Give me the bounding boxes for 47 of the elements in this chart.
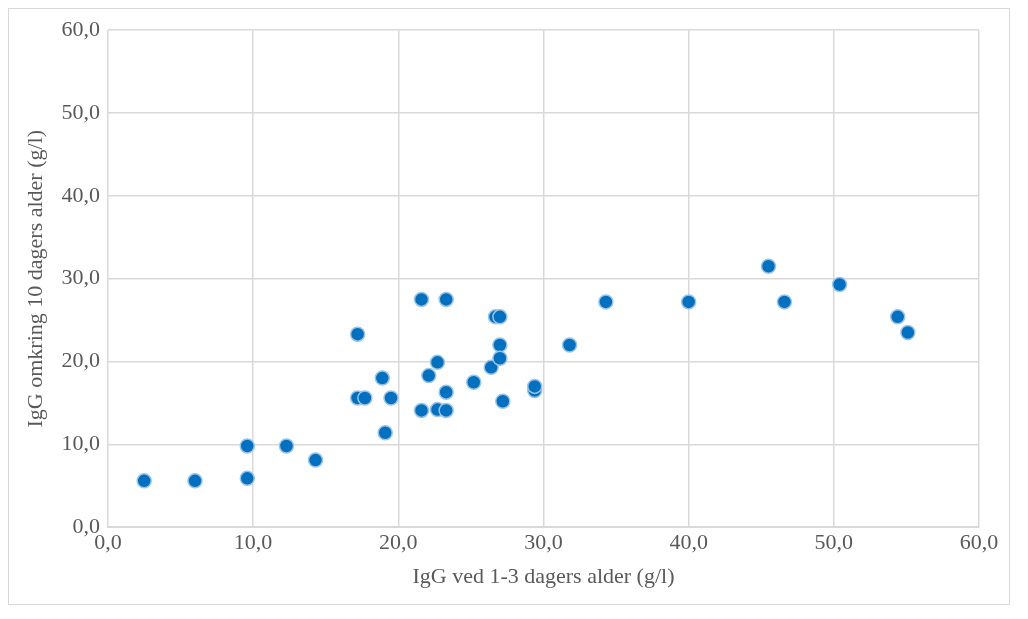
point: [421, 367, 437, 384]
x-tick-label: 40,0: [669, 529, 708, 555]
point: [349, 326, 366, 342]
point: [492, 309, 508, 325]
point: [187, 473, 203, 489]
point: [889, 309, 906, 325]
point: [438, 402, 454, 419]
point: [239, 470, 256, 487]
point: [760, 258, 777, 275]
point: [495, 393, 511, 410]
x-tick-label: 60,0: [959, 529, 999, 555]
point: [483, 359, 499, 376]
point: [383, 390, 399, 406]
point: [492, 337, 508, 353]
point: [239, 438, 256, 454]
point: [598, 294, 614, 310]
point: [438, 384, 454, 400]
point: [413, 402, 430, 419]
y-tick-label: 40,0: [61, 181, 100, 207]
point: [377, 425, 393, 441]
y-tick-label: 30,0: [61, 264, 100, 290]
point: [492, 350, 508, 366]
point: [776, 294, 793, 310]
point: [357, 390, 373, 406]
point: [526, 378, 543, 395]
point: [831, 276, 848, 293]
point: [900, 324, 916, 341]
y-tick-label: 60,0: [61, 15, 100, 41]
point: [278, 438, 295, 454]
point: [374, 370, 391, 386]
x-tick-label: 10,0: [233, 529, 273, 555]
point: [680, 294, 697, 310]
point: [413, 291, 430, 308]
x-tick-label: 20,0: [379, 529, 418, 555]
point: [466, 374, 482, 390]
y-axis-title: IgG omkring 10 dagers alder (g/l): [21, 129, 47, 428]
point: [438, 291, 454, 308]
x-tick-label: 50,0: [814, 529, 854, 555]
point: [429, 354, 446, 371]
point: [136, 473, 152, 489]
x-axis-title: IgG ved 1-3 dagers alder (g/l): [412, 562, 675, 588]
x-tick-label: 30,0: [524, 529, 563, 555]
y-tick-label: 50,0: [61, 98, 100, 124]
point: [307, 452, 324, 468]
point: [561, 337, 578, 353]
y-tick-label: 10,0: [61, 430, 100, 456]
y-tick-label: 20,0: [61, 347, 100, 373]
